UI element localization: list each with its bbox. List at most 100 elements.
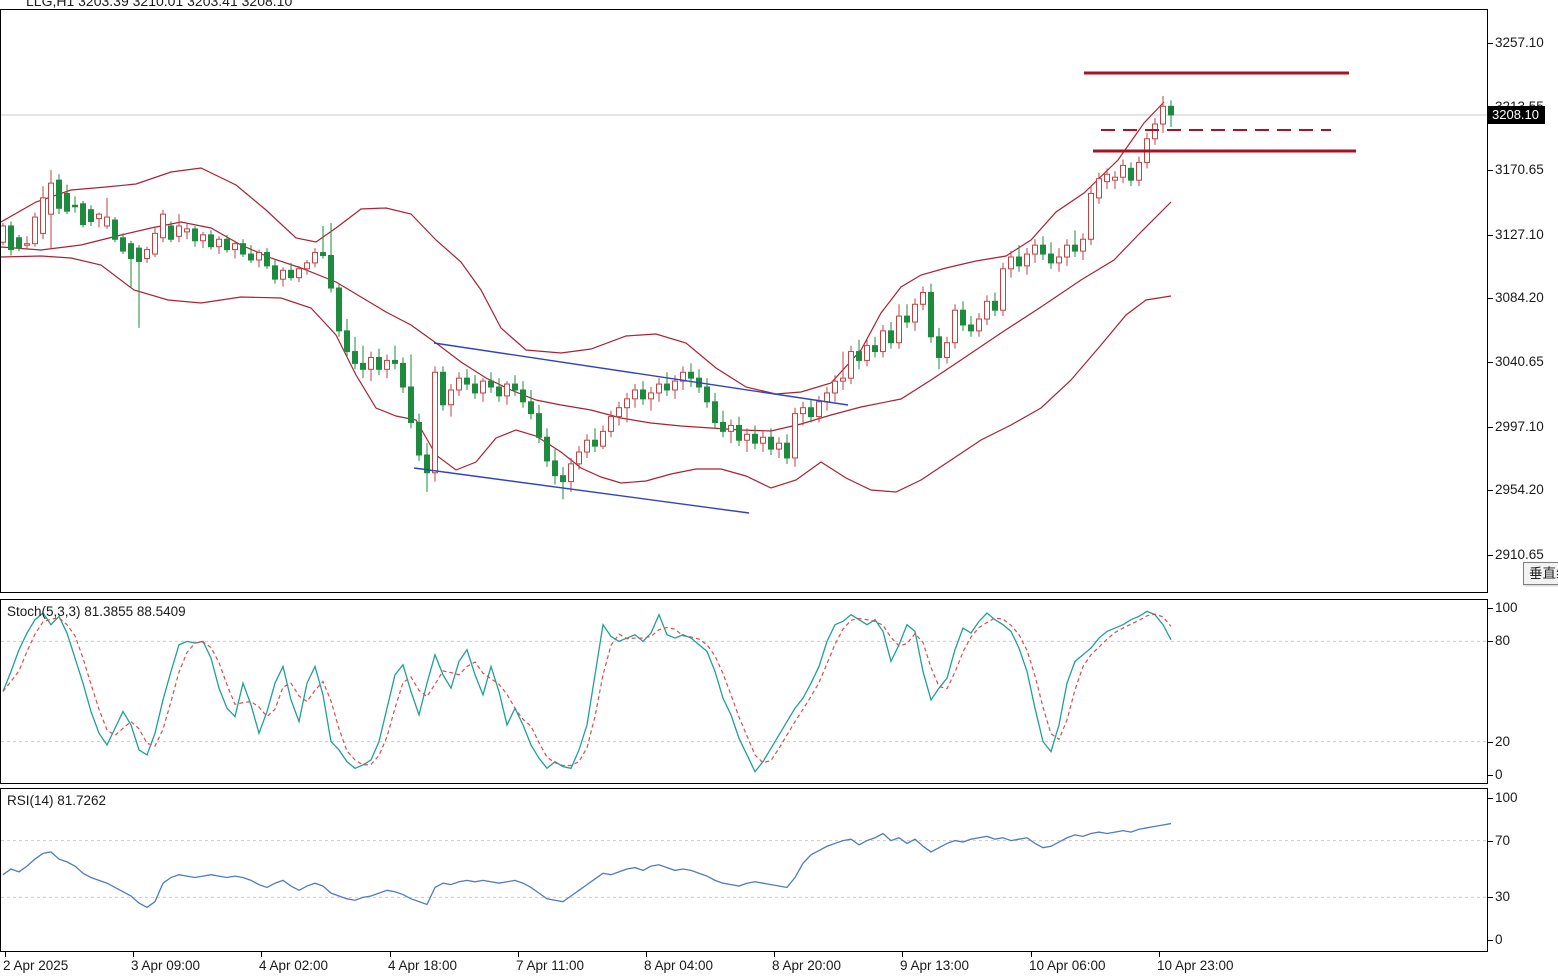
candle-up: [32, 216, 38, 245]
rsi-axis-label: 30: [1495, 889, 1511, 904]
candle-down: [112, 219, 118, 240]
candle-up: [232, 243, 238, 251]
stoch-axis-label-tick: [1487, 608, 1493, 609]
candle-up: [1112, 176, 1118, 181]
candle-up: [1136, 161, 1142, 181]
candle-up: [160, 213, 166, 239]
candle-up: [1096, 178, 1102, 199]
stoch-axis-label: 100: [1495, 600, 1518, 615]
candle-up: [952, 309, 958, 344]
bollinger-upper-band: [1, 101, 1165, 395]
candle-down: [528, 401, 534, 415]
candle-up: [728, 424, 734, 432]
time-axis-label: 8 Apr 04:00: [644, 958, 714, 973]
time-axis-label: 4 Apr 18:00: [388, 958, 458, 973]
candle-up: [816, 401, 822, 418]
candle-down: [712, 401, 718, 423]
time-axis-label: 7 Apr 11:00: [516, 958, 585, 973]
candle-up: [1056, 256, 1062, 264]
time-axis-label: 10 Apr 23:00: [1157, 958, 1234, 973]
candle-up: [184, 228, 190, 233]
rsi-axis-label-tick: [1487, 841, 1493, 842]
candle-down: [640, 389, 646, 400]
candle-up: [256, 252, 262, 261]
main-chart-panel[interactable]: [0, 9, 1488, 593]
candle-down: [960, 309, 966, 326]
candle-down: [768, 436, 774, 450]
price-axis-label: 2997.10: [1495, 419, 1544, 434]
rsi-panel[interactable]: RSI(14) 81.7262: [0, 788, 1488, 952]
rsi-canvas[interactable]: [1, 789, 1487, 951]
candle-down: [904, 315, 910, 323]
candle-down: [512, 383, 518, 391]
candle-up: [432, 371, 438, 474]
candle-up: [800, 407, 806, 415]
candle-down: [344, 330, 350, 353]
candle-down: [752, 433, 758, 444]
candle-up: [568, 463, 574, 483]
candle-up: [104, 216, 110, 227]
candle-down: [120, 237, 126, 252]
candle-up: [456, 377, 462, 391]
candle-up: [584, 439, 590, 453]
time-axis-tick: [774, 952, 775, 957]
candle-down: [56, 179, 62, 209]
candle-up: [368, 356, 374, 370]
candle-down: [968, 324, 974, 332]
time-axis-label: 4 Apr 02:00: [259, 958, 329, 973]
candle-up: [200, 234, 206, 242]
price-axis-label-tick: [1487, 555, 1493, 556]
candle-up: [1120, 164, 1126, 178]
stochastic-panel[interactable]: Stoch(5,3,3) 81.3855 88.5409: [0, 599, 1488, 784]
time-axis-tick: [133, 952, 134, 957]
candle-up: [448, 389, 454, 406]
candle-down: [856, 351, 862, 361]
time-axis-label: 9 Apr 13:00: [900, 958, 970, 973]
stochastic-canvas[interactable]: [1, 600, 1487, 783]
stoch-axis-label: 80: [1495, 633, 1511, 648]
candle-up: [24, 243, 30, 246]
candle-down: [272, 265, 278, 280]
candle-up: [480, 380, 486, 394]
candle-up: [384, 359, 390, 370]
rsi-label: RSI(14) 81.7262: [7, 793, 107, 808]
rsi-axis-label-tick: [1487, 798, 1493, 799]
candle-down: [128, 243, 134, 259]
rsi-axis-label: 70: [1495, 833, 1511, 848]
candle-up: [648, 392, 654, 400]
trendline[interactable]: [433, 342, 849, 406]
time-axis-label: 10 Apr 06:00: [1029, 958, 1106, 973]
candle-down: [136, 247, 142, 262]
candle-up: [1088, 192, 1094, 240]
price-axis-label-tick: [1487, 490, 1493, 491]
candle-up: [912, 303, 918, 323]
candle-up: [624, 398, 630, 409]
candle-up: [1024, 253, 1030, 267]
candle-down: [560, 475, 566, 483]
candle-down: [392, 359, 398, 364]
candle-down: [992, 300, 998, 311]
candle-down: [80, 203, 86, 225]
price-axis-label-tick: [1487, 427, 1493, 428]
candle-down: [440, 371, 446, 406]
chart-window-title: LLG,H1 3203.39 3210.01 3203.41 3208.10: [26, 0, 293, 9]
candle-down: [72, 204, 78, 208]
candle-up: [1080, 238, 1086, 252]
candle-up: [848, 351, 854, 379]
candle-up: [944, 342, 950, 358]
price-axis-label-tick: [1487, 43, 1493, 44]
candle-down: [8, 225, 14, 251]
candle-down: [1016, 256, 1022, 267]
candle-down: [264, 252, 270, 267]
candle-up: [296, 268, 302, 279]
trendline[interactable]: [413, 467, 750, 514]
candle-down: [376, 356, 382, 370]
candle-up: [1160, 105, 1166, 125]
candle-down: [1040, 244, 1046, 255]
candle-down: [64, 192, 70, 212]
price-axis-label-tick: [1487, 235, 1493, 236]
price-chart-canvas[interactable]: [1, 10, 1487, 592]
candle-down: [664, 383, 670, 391]
candle-up: [840, 377, 846, 382]
candle-up: [984, 300, 990, 320]
